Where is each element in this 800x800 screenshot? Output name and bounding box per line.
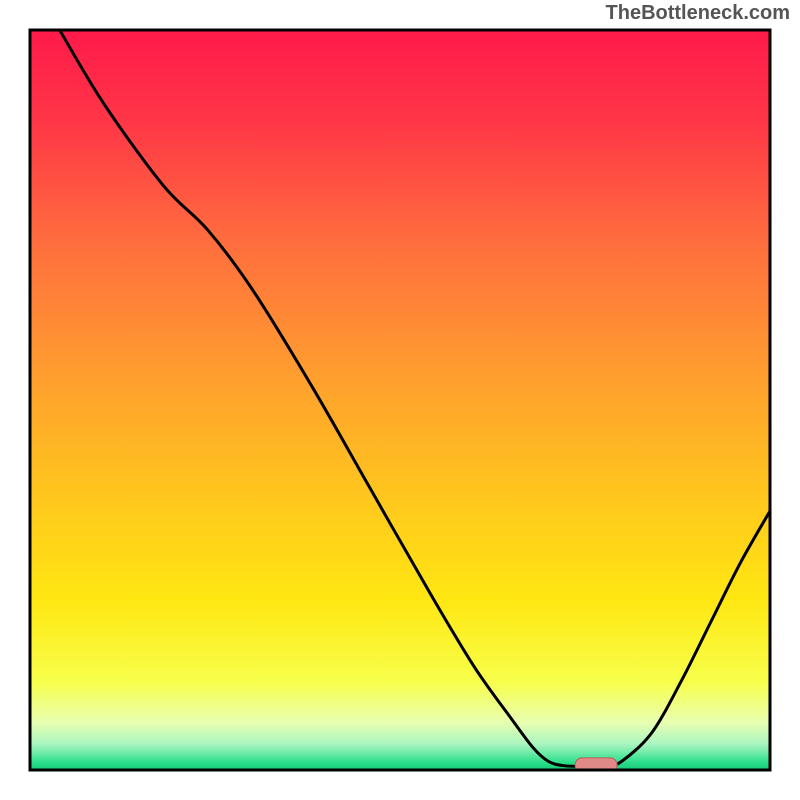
watermark-text: TheBottleneck.com	[606, 2, 790, 25]
gradient-background	[30, 30, 770, 770]
bottleneck-chart	[0, 0, 800, 800]
